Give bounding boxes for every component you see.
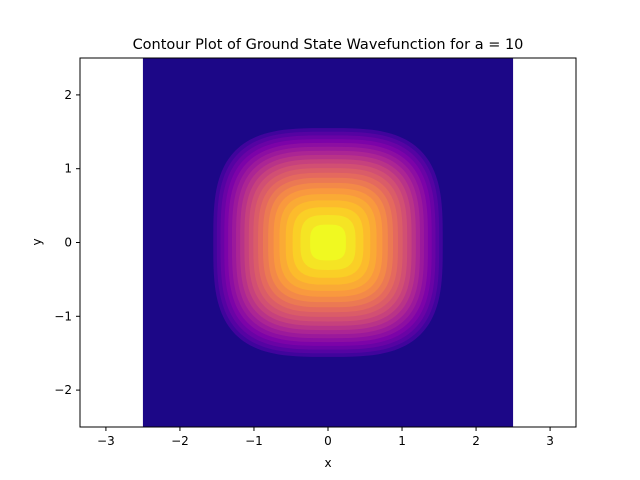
x-tick-label: −1 [245, 434, 263, 448]
y-tick-label: 0 [64, 236, 72, 250]
x-tick-label: 2 [472, 434, 480, 448]
plot-area [79, 57, 577, 428]
x-tick-label: 0 [324, 434, 332, 448]
y-axis: −2 −1 0 1 2 [54, 88, 80, 397]
x-tick-label: −3 [97, 434, 115, 448]
contour-level-20 [310, 224, 346, 261]
x-tick-label: −2 [171, 434, 189, 448]
x-tick-label: 3 [546, 434, 554, 448]
x-axis: −3 −2 −1 0 1 2 3 [97, 427, 554, 448]
y-tick-label: 1 [64, 162, 72, 176]
chart-title: Contour Plot of Ground State Wavefunctio… [133, 37, 524, 53]
y-axis-label: y [30, 238, 44, 245]
y-tick-label: −2 [54, 383, 72, 397]
x-tick-label: 1 [398, 434, 406, 448]
y-tick-label: 2 [64, 88, 72, 102]
y-tick-label: −1 [54, 309, 72, 323]
x-axis-label: x [324, 456, 331, 470]
